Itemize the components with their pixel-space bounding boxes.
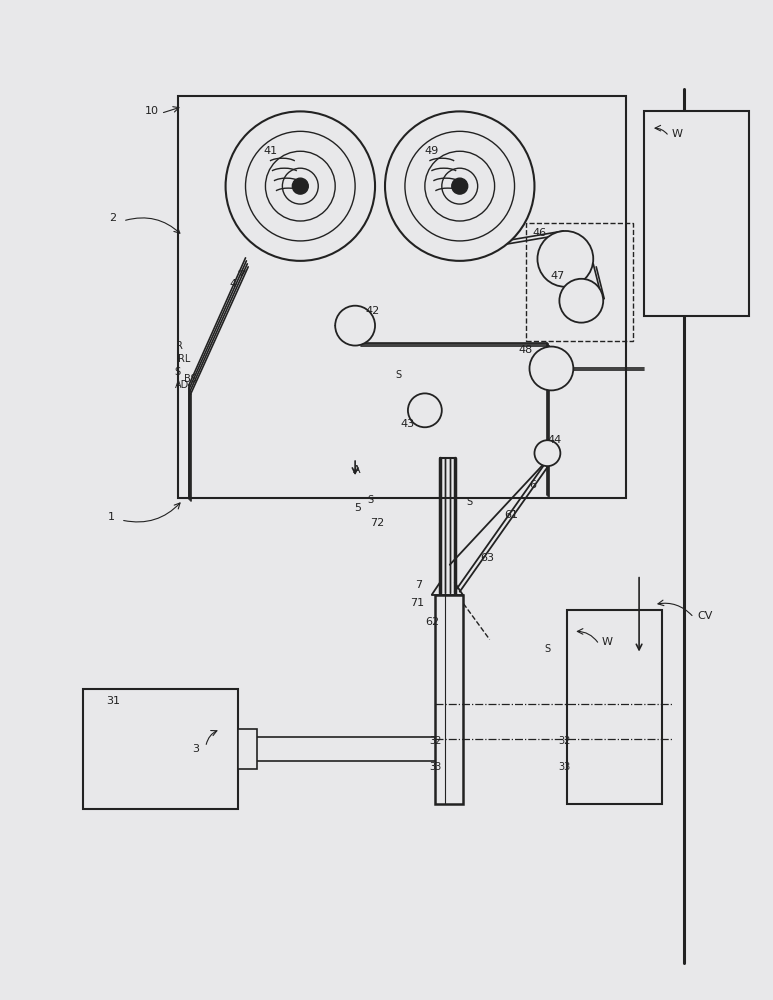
Bar [644,111,749,316]
Text: 63: 63 [481,553,495,563]
Text: 42: 42 [366,306,380,316]
Text: 44: 44 [547,435,561,445]
Circle shape [425,151,495,221]
Text: 47: 47 [550,271,564,281]
Circle shape [560,279,603,323]
Circle shape [530,347,574,390]
Bar [567,610,662,804]
Bar [526,223,633,341]
Text: S: S [175,367,181,377]
Text: 6: 6 [529,480,536,490]
Bar [178,96,626,498]
Bar [237,729,257,769]
Text: A: A [353,465,361,475]
Text: AD: AD [175,380,189,390]
Text: RL: RL [179,354,191,364]
Circle shape [282,168,318,204]
Text: 10: 10 [145,106,158,116]
Text: S: S [467,497,473,507]
Text: 62: 62 [425,617,439,627]
Text: 49: 49 [424,146,439,156]
Text: 48: 48 [519,345,533,355]
Text: 2: 2 [110,213,117,223]
Text: 61: 61 [505,510,519,520]
Text: 46: 46 [533,228,547,238]
Circle shape [534,440,560,466]
Text: 41: 41 [264,146,278,156]
Circle shape [226,111,375,261]
Text: CV: CV [697,611,713,621]
Text: 31: 31 [106,696,120,706]
Circle shape [451,178,468,194]
Circle shape [537,231,593,287]
Text: 32: 32 [558,736,570,746]
Text: 33: 33 [430,762,442,772]
Text: 71: 71 [410,598,424,608]
Circle shape [408,393,442,427]
Text: 5: 5 [355,503,362,513]
Circle shape [246,131,355,241]
Text: 72: 72 [370,518,384,528]
Text: 33: 33 [558,762,570,772]
Text: R: R [176,341,182,351]
Text: 7: 7 [415,580,423,590]
Text: 32: 32 [430,736,442,746]
Text: 1: 1 [107,512,114,522]
Circle shape [335,306,375,346]
Text: W: W [672,129,683,139]
Text: S: S [367,495,373,505]
Text: 3: 3 [192,744,199,754]
Text: S: S [395,370,401,380]
Text: BS: BS [184,374,196,384]
Circle shape [385,111,534,261]
Circle shape [265,151,335,221]
Text: S: S [544,644,550,654]
Circle shape [292,178,308,194]
Text: 4: 4 [229,279,236,289]
Bar [83,689,237,809]
Circle shape [442,168,478,204]
Text: 43: 43 [401,419,415,429]
Text: W: W [601,637,613,647]
Bar [435,595,463,804]
Circle shape [405,131,515,241]
